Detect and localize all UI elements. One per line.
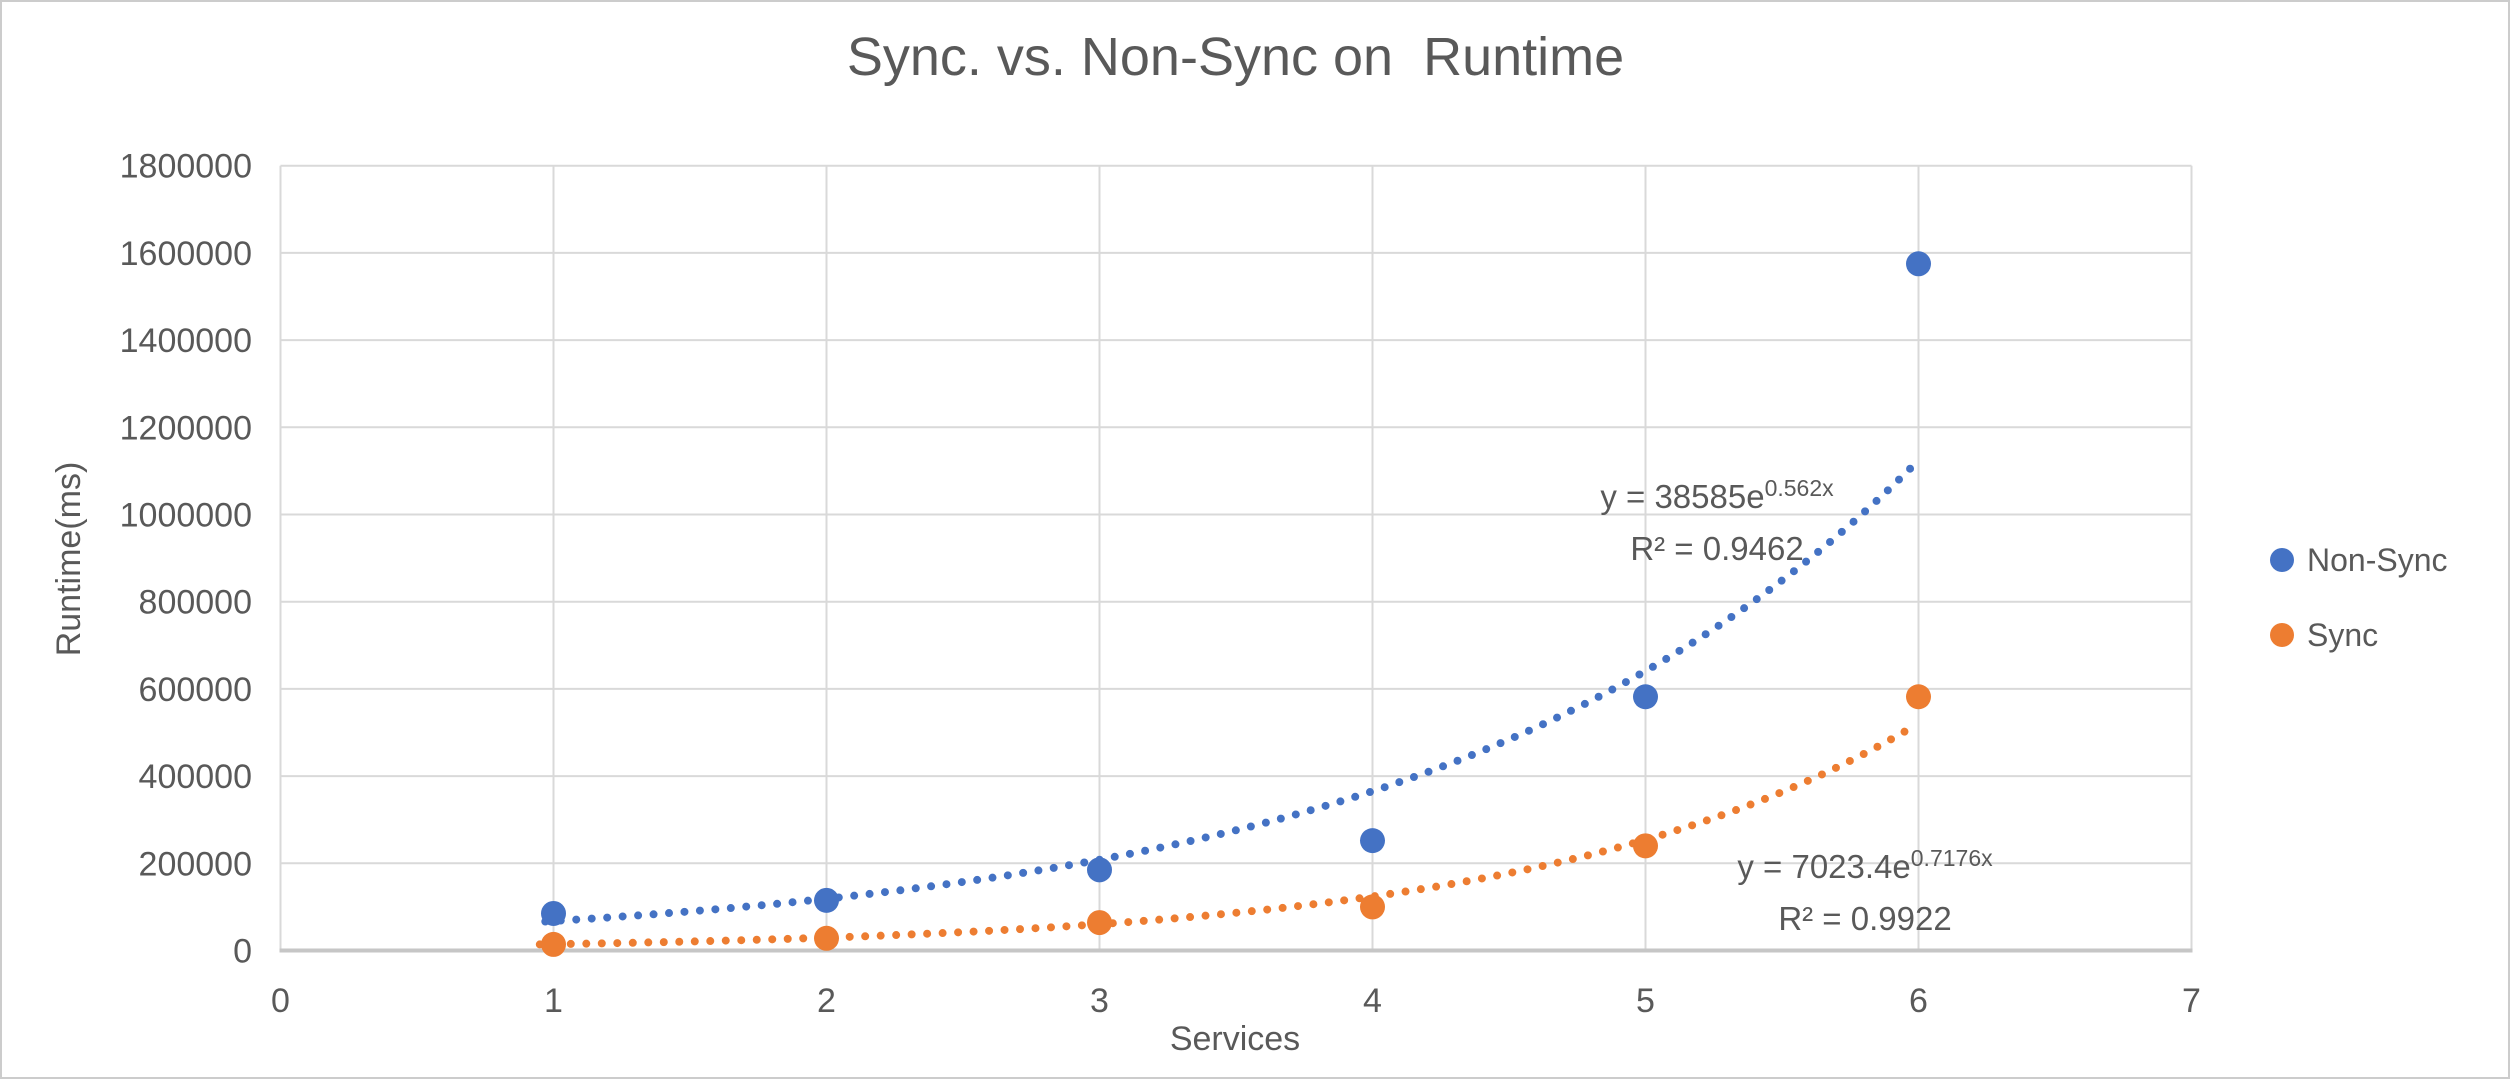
- y-tick-label: 1800000: [120, 148, 252, 186]
- trendline-non-sync: [541, 459, 1920, 926]
- x-tick-label: 4: [1363, 982, 1382, 1020]
- data-point-sync[interactable]: [1906, 684, 1931, 710]
- y-tick-label: 1400000: [120, 322, 252, 360]
- y-tick-label: 1600000: [120, 235, 252, 273]
- chart-title: Sync. vs. Non-Sync on Runtime: [846, 27, 1625, 87]
- y-tick-label: 400000: [139, 758, 252, 796]
- legend-item-nonsync[interactable]: Non-Sync: [2270, 542, 2448, 578]
- trendline-r2-nonsync: R² = 0.9462: [1630, 530, 1804, 567]
- y-tick-label: 600000: [139, 671, 252, 709]
- data-point-sync[interactable]: [1360, 894, 1385, 920]
- x-tick-label: 6: [1909, 982, 1928, 1020]
- y-tick-label: 800000: [139, 584, 252, 622]
- legend-label-nonsync: Non-Sync: [2307, 541, 2448, 578]
- data-point-non-sync[interactable]: [1087, 857, 1112, 883]
- legend-item-sync[interactable]: Sync: [2270, 617, 2378, 653]
- legend-marker-sync-icon: [2270, 623, 2294, 647]
- y-tick-label: 1200000: [120, 409, 252, 447]
- legend-marker-nonsync-icon: [2270, 548, 2294, 572]
- x-tick-label: 7: [2182, 982, 2201, 1020]
- data-point-sync[interactable]: [1087, 910, 1112, 936]
- data-point-sync[interactable]: [1633, 833, 1658, 859]
- trendline-formula-nonsync: y = 38585e0.562x: [1600, 475, 1834, 515]
- x-tick-label: 1: [544, 982, 563, 1020]
- trendline-formula-sync: y = 7023.4e0.7176x: [1737, 845, 1993, 885]
- data-point-sync[interactable]: [814, 925, 839, 951]
- x-tick-label: 3: [1090, 982, 1109, 1020]
- data-point-non-sync[interactable]: [1906, 251, 1931, 277]
- x-axis-title: Services: [1169, 1020, 1301, 1058]
- y-tick-label: 200000: [139, 845, 252, 883]
- legend-label-sync: Sync: [2307, 616, 2379, 653]
- trendline-equation-nonsync: y = 38585e0.562x R² = 0.9462: [1487, 462, 1947, 575]
- y-tick-label: 1000000: [120, 497, 252, 535]
- data-point-non-sync[interactable]: [1633, 684, 1658, 710]
- data-point-non-sync[interactable]: [814, 887, 839, 913]
- x-tick-label: 5: [1636, 982, 1655, 1020]
- trendline-sync: [535, 721, 1920, 949]
- data-point-non-sync[interactable]: [1360, 828, 1385, 854]
- x-tick-label: 2: [817, 982, 836, 1020]
- x-tick-label: 0: [271, 982, 290, 1020]
- data-point-sync[interactable]: [541, 931, 566, 957]
- data-point-non-sync[interactable]: [541, 900, 566, 926]
- y-axis-title: Runtime(ms): [50, 461, 88, 657]
- trendline-r2-sync: R² = 0.9922: [1778, 900, 1952, 937]
- y-tick-label: 0: [233, 933, 252, 971]
- trendline-equation-sync: y = 7023.4e0.7176x R² = 0.9922: [1635, 832, 2095, 945]
